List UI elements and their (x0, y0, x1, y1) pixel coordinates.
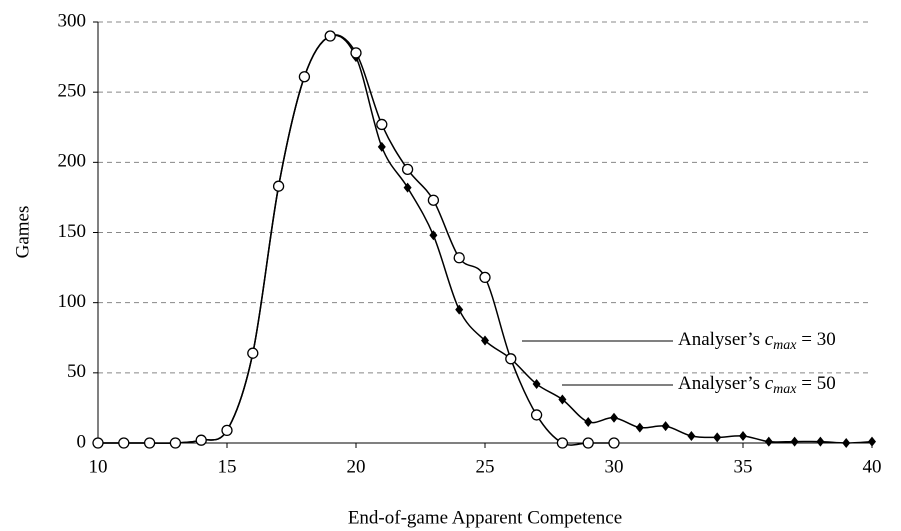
x-tick-label: 40 (863, 456, 882, 477)
marker (635, 422, 644, 433)
marker (92, 437, 104, 449)
marker (505, 353, 517, 365)
marker (610, 412, 618, 423)
marker (143, 437, 156, 449)
marker (247, 347, 259, 359)
y-tick-label: 300 (58, 10, 87, 31)
marker (532, 379, 541, 390)
legend-label: Analyser’s cmax = 30 (678, 329, 836, 353)
marker (713, 432, 722, 443)
marker (842, 438, 851, 448)
legend-label: Analyser’s cmax = 50 (678, 373, 836, 397)
marker (401, 163, 414, 176)
y-tick-label: 50 (67, 361, 86, 382)
y-tick-label: 250 (58, 81, 87, 102)
marker (272, 180, 285, 192)
marker (687, 430, 696, 441)
x-tick-label: 15 (218, 456, 237, 477)
marker (739, 430, 747, 441)
marker (169, 437, 182, 449)
marker (403, 182, 412, 193)
x-tick-label: 30 (605, 456, 624, 477)
marker (455, 304, 464, 315)
marker (453, 252, 465, 264)
marker (582, 437, 594, 449)
marker (479, 271, 491, 284)
marker (608, 437, 620, 449)
marker (429, 230, 438, 241)
marker (556, 437, 569, 449)
marker (816, 436, 825, 447)
marker (584, 416, 593, 427)
marker (350, 47, 362, 59)
marker (558, 394, 567, 405)
marker (298, 71, 311, 83)
marker (530, 409, 543, 421)
marker (764, 436, 773, 447)
x-tick-label: 20 (347, 456, 366, 477)
x-tick-label: 10 (89, 456, 108, 477)
marker (195, 434, 207, 446)
x-tick-label: 25 (476, 456, 495, 477)
x-axis-label: End-of-game Apparent Competence (348, 507, 622, 528)
marker (118, 437, 130, 449)
marker (790, 436, 799, 447)
marker (427, 194, 440, 206)
y-tick-label: 150 (58, 221, 87, 242)
marker (221, 424, 233, 437)
y-tick-label: 200 (58, 151, 87, 172)
x-tick-label: 35 (734, 456, 753, 477)
marker (481, 335, 489, 346)
marker (376, 118, 388, 131)
marker (324, 30, 336, 42)
marker (377, 141, 386, 152)
series-line (98, 34, 614, 446)
y-axis-label: Games (12, 206, 33, 259)
marker (868, 436, 876, 447)
marker (661, 421, 670, 432)
y-tick-label: 0 (77, 431, 87, 452)
y-tick-label: 100 (58, 291, 87, 312)
